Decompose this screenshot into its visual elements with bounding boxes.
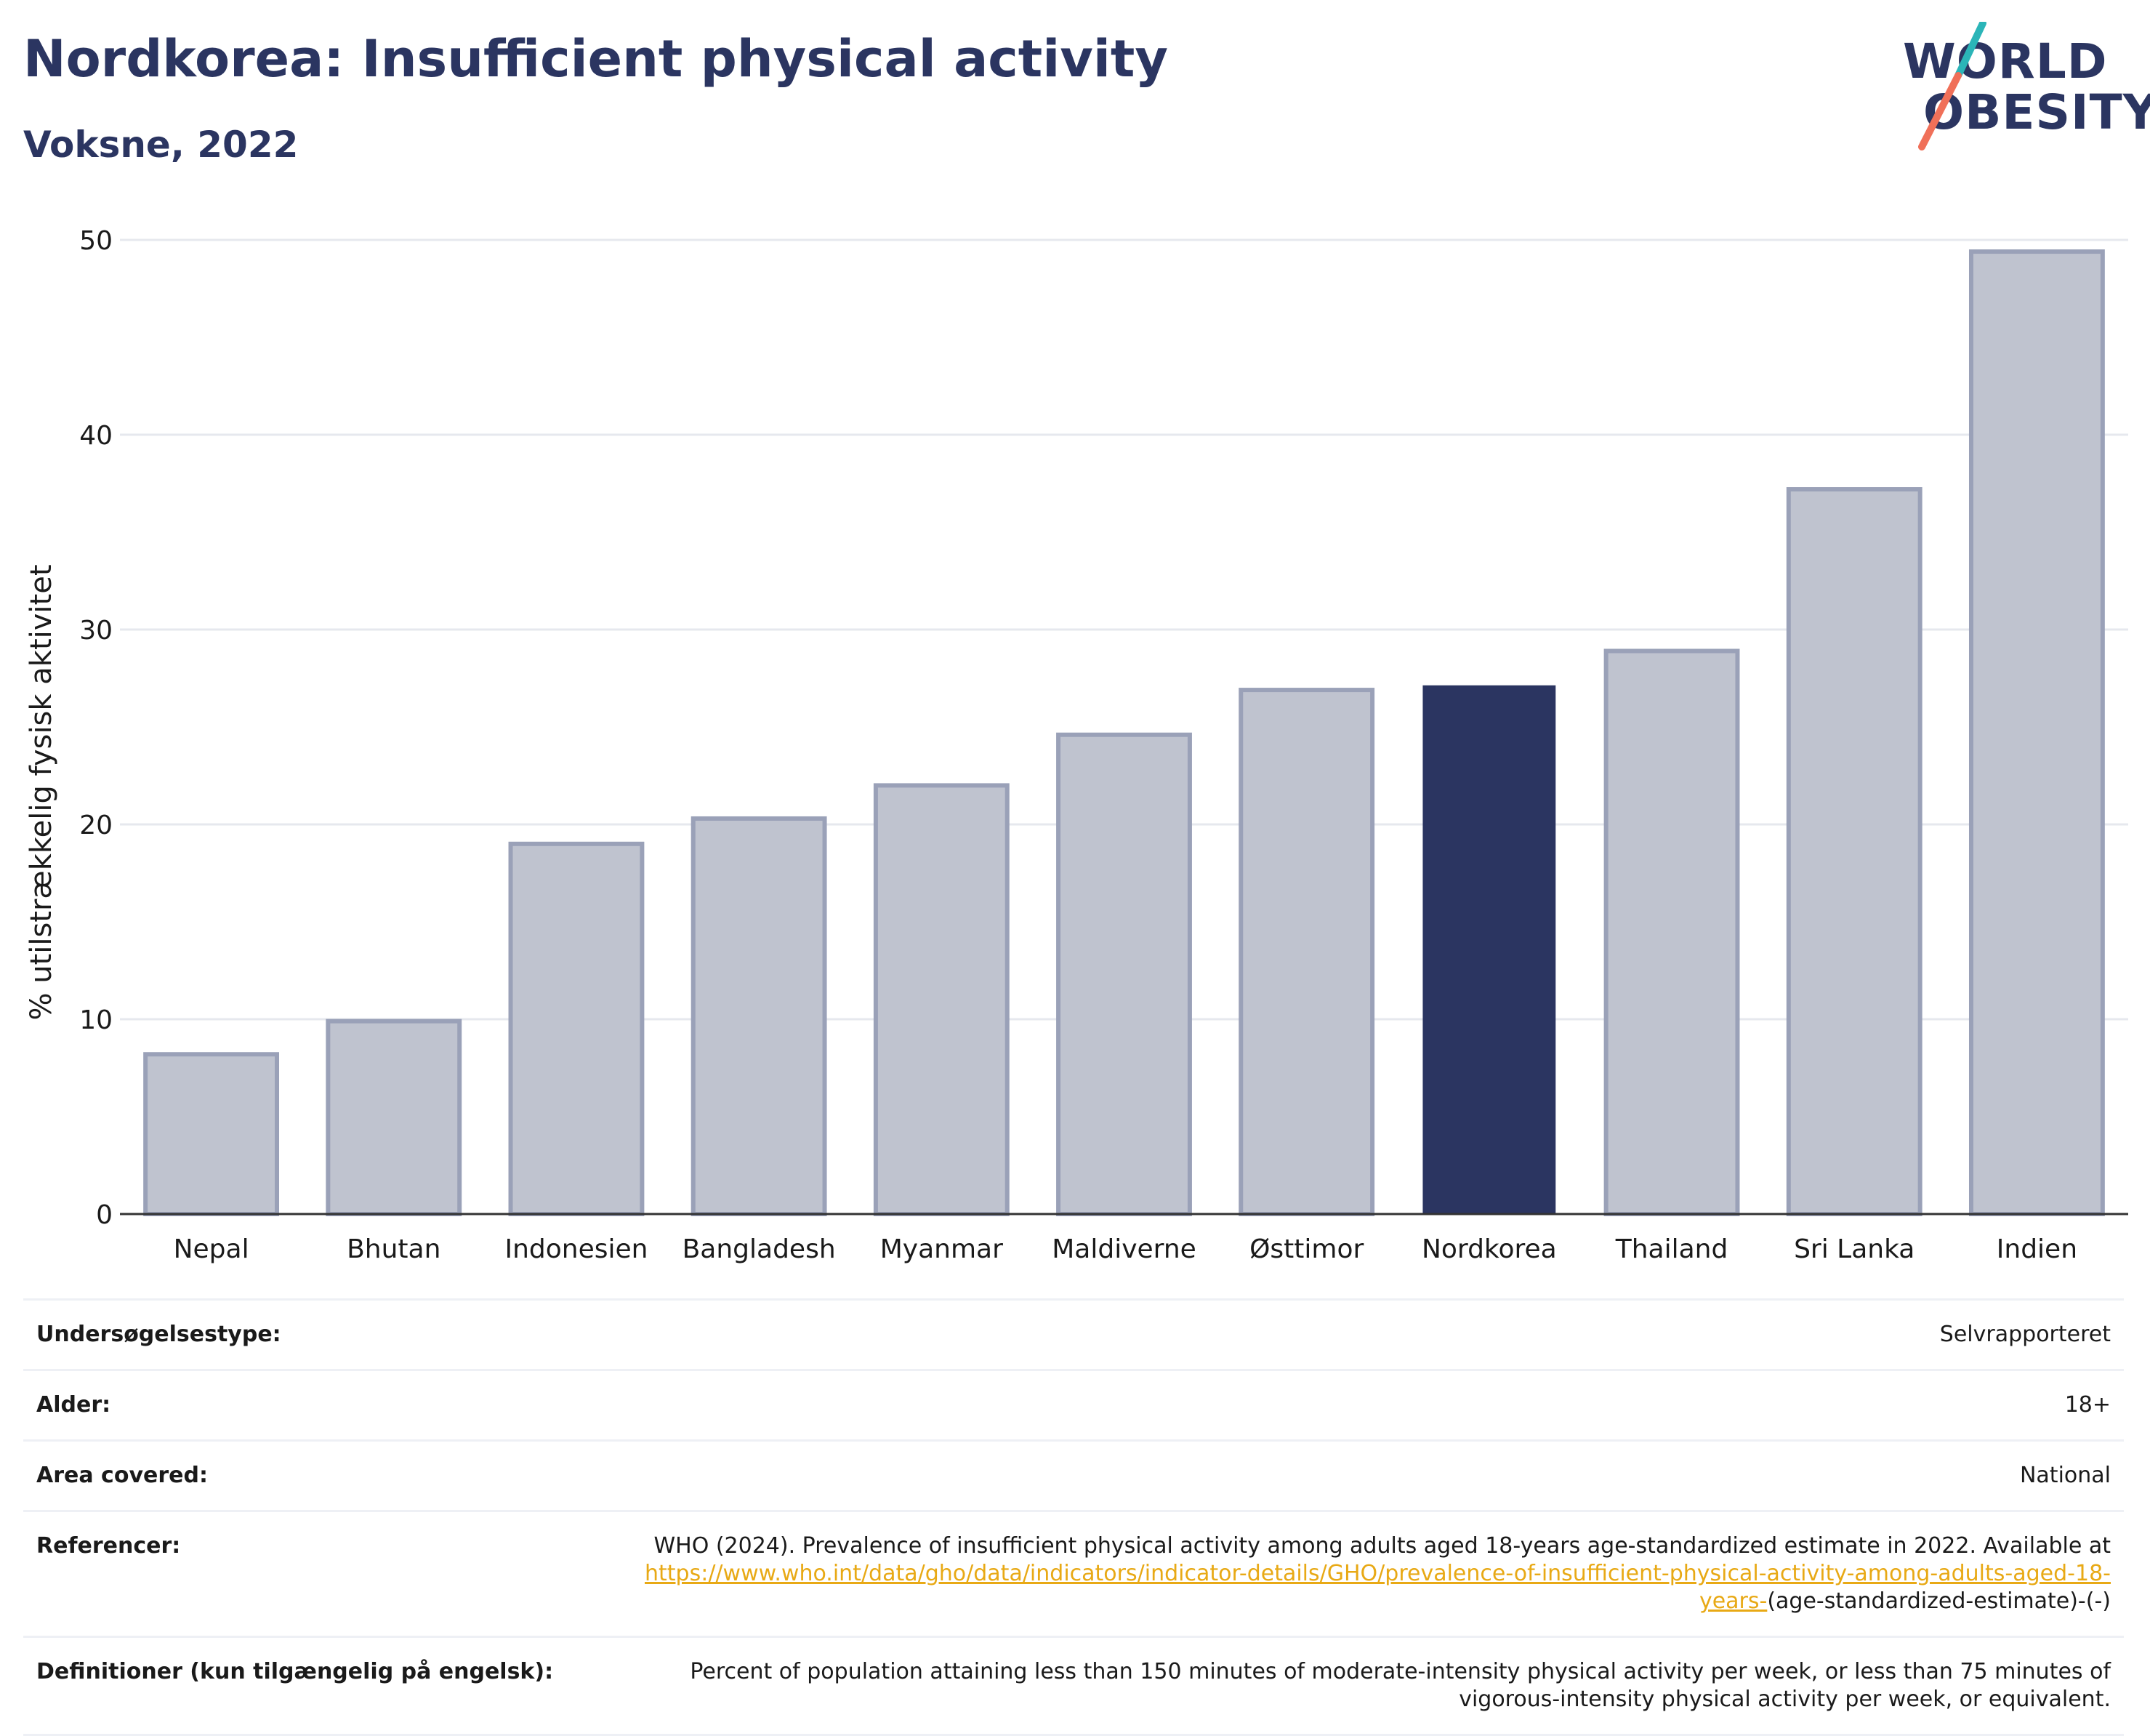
logo-word-world: WORLD <box>1903 33 2108 89</box>
meta-row-definitions: Definitioner (kun tilgængelig på engelsk… <box>23 1638 2124 1736</box>
meta-label: Undersøgelsestype: <box>36 1322 281 1347</box>
meta-value: Selvrapporteret <box>1939 1322 2111 1347</box>
logo-word-obesity: OBESITY <box>1923 84 2150 140</box>
x-tick-label: Myanmar <box>880 1234 1003 1264</box>
y-tick-label: 40 <box>79 421 113 451</box>
x-tick-label: Maldiverne <box>1052 1234 1196 1264</box>
bar-østtimor <box>1239 688 1375 1216</box>
meta-value: 18+ <box>2064 1392 2111 1418</box>
reference-suffix: (age-standardized-estimate)-(-) <box>1767 1588 2111 1614</box>
meta-label: Alder: <box>36 1392 111 1418</box>
x-tick-label: Nepal <box>174 1234 249 1264</box>
bar-bhutan <box>326 1018 462 1217</box>
bar-sri-lanka <box>1786 487 1922 1216</box>
y-tick-label: 30 <box>79 616 113 646</box>
meta-label: Referencer: <box>36 1533 181 1559</box>
chart-title: Nordkorea: Insufficient physical activit… <box>23 29 1168 89</box>
world-obesity-logo: WORLD OBESITY <box>1890 22 2150 153</box>
y-tick-label: 0 <box>96 1200 113 1230</box>
chart-subtitle: Voksne, 2022 <box>23 124 299 166</box>
meta-row-survey-type: Undersøgelsestype: Selvrapporteret <box>23 1301 2124 1371</box>
metadata-table: Undersøgelsestype: Selvrapporteret Alder… <box>23 1298 2124 1736</box>
bar-chart: 0 10 20 30 40 50 Nepal Bhutan Indonesien Banglad… <box>25 226 2128 1264</box>
meta-row-age: Alder: 18+ <box>23 1371 2124 1442</box>
bar-nordkorea <box>1422 685 1556 1215</box>
meta-row-area: Area covered: National <box>23 1442 2124 1512</box>
reference-text: WHO (2024). Prevalence of insufficient p… <box>653 1533 2111 1559</box>
x-tick-label: Indonesien <box>504 1234 648 1264</box>
y-tick-label: 10 <box>79 1005 113 1035</box>
meta-row-references: Referencer: WHO (2024). Prevalence of in… <box>23 1512 2124 1638</box>
x-tick-label: Østtimor <box>1249 1234 1364 1264</box>
bars <box>143 249 2105 1217</box>
meta-label: Area covered: <box>36 1463 208 1488</box>
x-tick-label: Nordkorea <box>1422 1234 1557 1264</box>
x-tick-label: Thailand <box>1615 1234 1728 1264</box>
meta-value: WHO (2024). Prevalence of insufficient p… <box>621 1532 2111 1615</box>
x-tick-label: Bhutan <box>347 1234 440 1264</box>
y-tick-labels: 0 10 20 30 40 50 <box>79 226 113 1230</box>
bar-nepal <box>143 1052 280 1216</box>
logo-slash-icon <box>1918 22 1986 150</box>
meta-value: National <box>2019 1463 2111 1488</box>
y-tick-label: 50 <box>79 226 113 256</box>
y-axis-title: % utilstrækkelig fysisk aktivitet <box>25 564 58 1020</box>
meta-label: Definitioner (kun tilgængelig på engelsk… <box>36 1659 554 1684</box>
meta-value: Percent of population attaining less tha… <box>690 1659 2111 1712</box>
bar-thailand <box>1603 648 1740 1216</box>
y-tick-label: 20 <box>79 811 113 840</box>
x-tick-label: Sri Lanka <box>1794 1234 1915 1264</box>
bar-indien <box>1968 249 2105 1217</box>
bar-bangladesh <box>691 816 827 1216</box>
x-tick-label: Bangladesh <box>683 1234 836 1264</box>
bar-maldiverne <box>1056 732 1192 1216</box>
x-tick-label: Indien <box>1997 1234 2077 1264</box>
bar-myanmar <box>873 783 1010 1216</box>
x-tick-labels: Nepal Bhutan Indonesien Bangladesh Myanmar Ma… <box>174 1234 2077 1264</box>
reference-link[interactable]: https://www.who.int/data/gho/data/indica… <box>645 1561 2111 1614</box>
bar-indonesien <box>508 841 645 1217</box>
